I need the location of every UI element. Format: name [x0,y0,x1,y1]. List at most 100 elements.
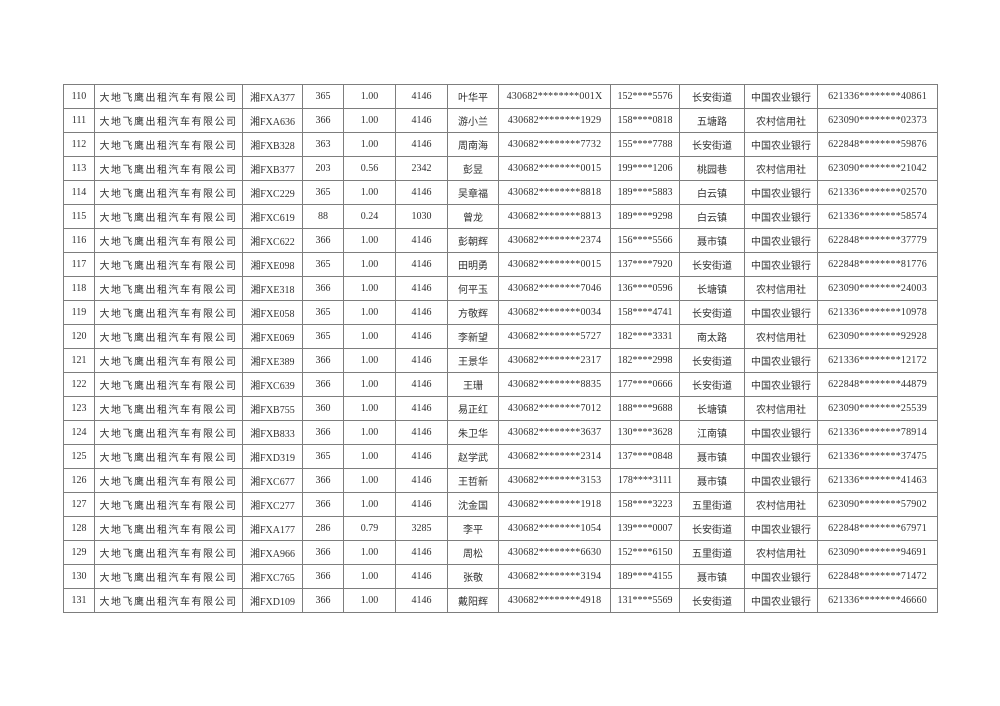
cell-driver-name: 沈金国 [447,492,499,517]
cell-days: 203 [302,156,344,181]
cell-id-number: 430682********3637 [498,420,611,445]
cell-bank-name: 中国农业银行 [744,300,818,325]
cell-street-town: 长安街道 [679,516,745,541]
table-row: 114 大地飞鹰出租汽车有限公司 湘FXC229 365 1.00 4146 吴章福 4306… [63,180,938,205]
table-row: 120 大地飞鹰出租汽车有限公司 湘FXE069 365 1.00 4146 李新望 4306… [63,324,938,349]
cell-id-number: 430682********5727 [498,324,611,349]
cell-bank-account: 623090********25539 [817,396,938,421]
cell-bank-name: 农村信用社 [744,492,818,517]
cell-phone-number: 189****5883 [610,180,680,205]
cell-plate-number: 湘FXD319 [242,444,303,469]
cell-company-name: 大地飞鹰出租汽车有限公司 [94,276,243,301]
cell-amount: 4146 [395,300,448,325]
cell-days: 366 [302,492,344,517]
cell-street-town: 江南镇 [679,420,745,445]
cell-id-number: 430682********6630 [498,540,611,565]
cell-phone-number: 178****3111 [610,468,680,493]
cell-id-number: 430682********0015 [498,252,611,277]
cell-bank-account: 621336********37475 [817,444,938,469]
cell-phone-number: 152****5576 [610,84,680,109]
cell-ratio: 1.00 [343,564,396,589]
cell-ratio: 1.00 [343,300,396,325]
cell-plate-number: 湘FXC639 [242,372,303,397]
table-row: 113 大地飞鹰出租汽车有限公司 湘FXB377 203 0.56 2342 彭昱 43068… [63,156,938,181]
table-row: 118 大地飞鹰出租汽车有限公司 湘FXE318 366 1.00 4146 何平玉 4306… [63,276,938,301]
cell-amount: 1030 [395,204,448,229]
cell-bank-name: 中国农业银行 [744,372,818,397]
cell-days: 366 [302,468,344,493]
cell-amount: 4146 [395,372,448,397]
cell-bank-name: 中国农业银行 [744,84,818,109]
table-row: 127 大地飞鹰出租汽车有限公司 湘FXC277 366 1.00 4146 沈金国 4306… [63,492,938,517]
cell-row-number: 122 [63,372,95,397]
cell-driver-name: 王景华 [447,348,499,373]
cell-phone-number: 152****6150 [610,540,680,565]
cell-plate-number: 湘FXB377 [242,156,303,181]
table-row: 110 大地飞鹰出租汽车有限公司 湘FXA377 365 1.00 4146 叶华平 4306… [63,84,938,109]
cell-bank-name: 农村信用社 [744,396,818,421]
cell-plate-number: 湘FXC277 [242,492,303,517]
cell-ratio: 1.00 [343,84,396,109]
cell-phone-number: 130****3628 [610,420,680,445]
cell-row-number: 121 [63,348,95,373]
cell-bank-name: 中国农业银行 [744,180,818,205]
cell-street-town: 长安街道 [679,84,745,109]
cell-street-town: 长安街道 [679,348,745,373]
cell-plate-number: 湘FXA177 [242,516,303,541]
cell-ratio: 1.00 [343,420,396,445]
cell-id-number: 430682********1918 [498,492,611,517]
cell-plate-number: 湘FXE318 [242,276,303,301]
cell-bank-name: 中国农业银行 [744,132,818,157]
cell-amount: 4146 [395,84,448,109]
cell-street-town: 白云镇 [679,180,745,205]
cell-driver-name: 游小兰 [447,108,499,133]
cell-row-number: 126 [63,468,95,493]
cell-driver-name: 曾龙 [447,204,499,229]
cell-company-name: 大地飞鹰出租汽车有限公司 [94,372,243,397]
cell-ratio: 1.00 [343,324,396,349]
cell-street-town: 南太路 [679,324,745,349]
table-row: 126 大地飞鹰出租汽车有限公司 湘FXC677 366 1.00 4146 王哲新 4306… [63,468,938,493]
cell-bank-account: 622848********59876 [817,132,938,157]
cell-ratio: 1.00 [343,180,396,205]
cell-street-town: 长安街道 [679,132,745,157]
cell-company-name: 大地飞鹰出租汽车有限公司 [94,444,243,469]
cell-driver-name: 彭朝辉 [447,228,499,253]
cell-company-name: 大地飞鹰出租汽车有限公司 [94,468,243,493]
payment-table: 110 大地飞鹰出租汽车有限公司 湘FXA377 365 1.00 4146 叶华平 4306… [63,84,938,613]
cell-company-name: 大地飞鹰出租汽车有限公司 [94,300,243,325]
table-row: 128 大地飞鹰出租汽车有限公司 湘FXA177 286 0.79 3285 李平 43068… [63,516,938,541]
cell-row-number: 123 [63,396,95,421]
cell-bank-name: 中国农业银行 [744,564,818,589]
cell-bank-name: 农村信用社 [744,540,818,565]
cell-phone-number: 158****0818 [610,108,680,133]
cell-bank-name: 农村信用社 [744,156,818,181]
cell-phone-number: 155****7788 [610,132,680,157]
cell-ratio: 1.00 [343,132,396,157]
cell-days: 365 [302,180,344,205]
cell-plate-number: 湘FXC622 [242,228,303,253]
cell-id-number: 430682********7732 [498,132,611,157]
cell-id-number: 430682********0015 [498,156,611,181]
cell-driver-name: 戴阳辉 [447,588,499,613]
cell-driver-name: 方敬辉 [447,300,499,325]
cell-ratio: 1.00 [343,252,396,277]
cell-days: 366 [302,588,344,613]
cell-phone-number: 177****0666 [610,372,680,397]
cell-row-number: 128 [63,516,95,541]
cell-driver-name: 易正红 [447,396,499,421]
cell-bank-name: 中国农业银行 [744,252,818,277]
cell-phone-number: 137****7920 [610,252,680,277]
cell-driver-name: 吴章福 [447,180,499,205]
cell-plate-number: 湘FXE389 [242,348,303,373]
cell-days: 366 [302,372,344,397]
cell-bank-name: 中国农业银行 [744,588,818,613]
cell-street-town: 五里街道 [679,492,745,517]
cell-street-town: 长安街道 [679,372,745,397]
cell-phone-number: 158****3223 [610,492,680,517]
cell-bank-account: 621336********78914 [817,420,938,445]
table-row: 121 大地飞鹰出租汽车有限公司 湘FXE389 366 1.00 4146 王景华 4306… [63,348,938,373]
cell-id-number: 430682********2314 [498,444,611,469]
cell-amount: 4146 [395,180,448,205]
table-row: 124 大地飞鹰出租汽车有限公司 湘FXB833 366 1.00 4146 朱卫华 4306… [63,420,938,445]
